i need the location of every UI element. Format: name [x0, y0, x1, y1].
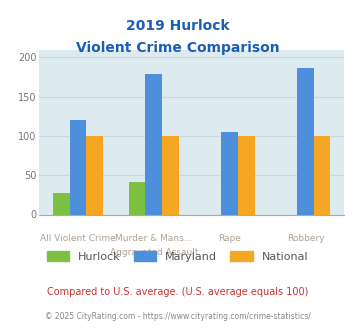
Legend: Hurlock, Maryland, National: Hurlock, Maryland, National — [47, 251, 308, 262]
Bar — [53, 193, 70, 214]
Text: Violent Crime Comparison: Violent Crime Comparison — [76, 41, 279, 55]
Bar — [146, 74, 162, 214]
Text: Murder & Mans...: Murder & Mans... — [115, 234, 192, 243]
Text: 2019 Hurlock: 2019 Hurlock — [126, 19, 229, 33]
Bar — [297, 68, 314, 215]
Bar — [70, 120, 86, 214]
Bar — [238, 136, 255, 214]
Text: Rape: Rape — [218, 234, 241, 243]
Text: Compared to U.S. average. (U.S. average equals 100): Compared to U.S. average. (U.S. average … — [47, 287, 308, 297]
Bar — [221, 132, 238, 214]
Bar — [86, 136, 103, 214]
Text: Aggravated Assault: Aggravated Assault — [110, 248, 198, 257]
Text: Robbery: Robbery — [286, 234, 324, 243]
Text: © 2025 CityRating.com - https://www.cityrating.com/crime-statistics/: © 2025 CityRating.com - https://www.city… — [45, 312, 310, 321]
Bar — [162, 136, 179, 214]
Bar — [314, 136, 331, 214]
Bar — [129, 182, 146, 214]
Text: All Violent Crime: All Violent Crime — [40, 234, 116, 243]
